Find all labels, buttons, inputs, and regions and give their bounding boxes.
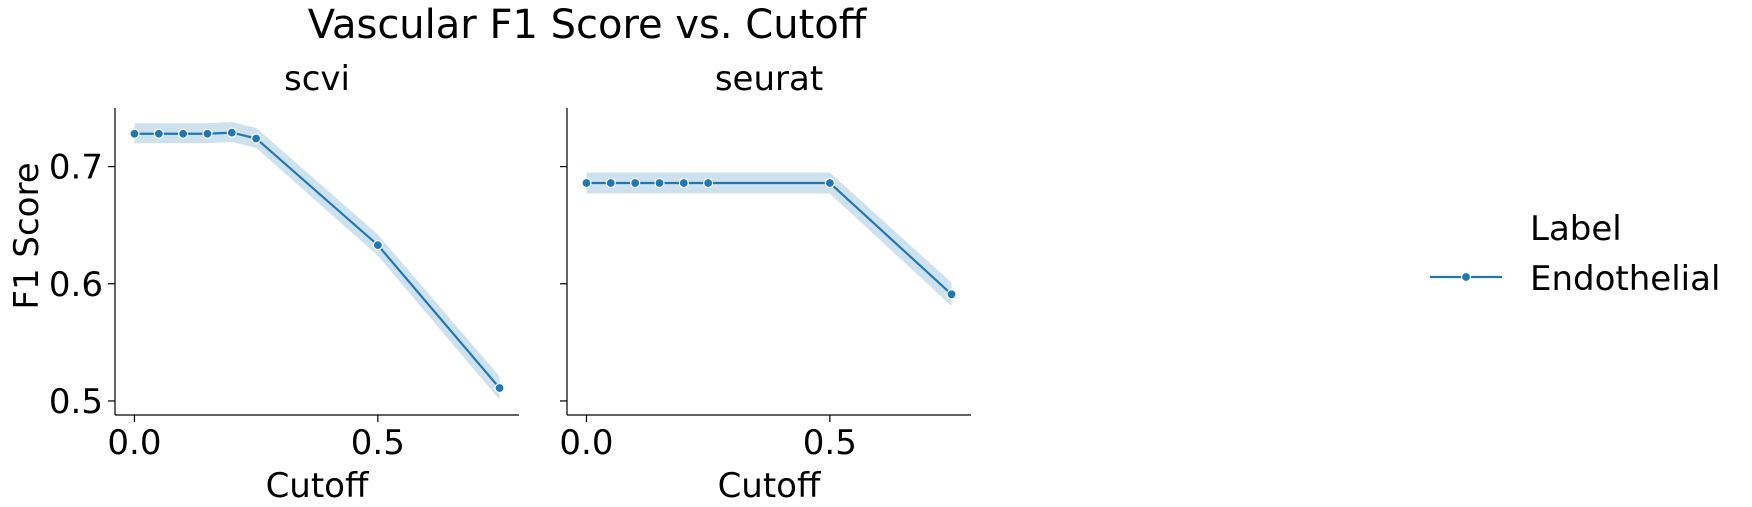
x-axis-label-scvi: Cutoff — [266, 466, 370, 506]
data-point-scvi — [202, 128, 213, 139]
series-line-scvi — [134, 131, 501, 389]
y-axis-label: F1 Score — [7, 162, 47, 309]
x-tick-label-scvi: 0.0 — [107, 423, 161, 463]
data-point-seurat — [678, 177, 689, 189]
data-point-scvi — [178, 128, 189, 139]
x-tick-label-seurat: 0.5 — [803, 423, 857, 463]
chart-title: Vascular F1 Score vs. Cutoff — [308, 2, 868, 48]
data-point-seurat — [824, 177, 835, 189]
data-point-seurat — [654, 177, 665, 189]
x-axis-label-seurat: Cutoff — [718, 466, 822, 506]
data-point-seurat — [581, 177, 592, 189]
data-point-scvi — [129, 128, 140, 139]
panel-scvi: scvi Cutoff 0.50.60.70.0 0.5 — [49, 59, 519, 506]
data-point-scvi — [494, 382, 505, 394]
data-point-seurat — [703, 177, 714, 189]
panel-title-seurat: seurat — [715, 59, 823, 99]
legend-marker-swatch — [1460, 271, 1472, 283]
y-tick-label: 0.7 — [49, 148, 103, 188]
x-tick-label-seurat: 0.0 — [559, 423, 613, 463]
data-point-seurat — [630, 177, 641, 189]
y-tick-label: 0.6 — [49, 265, 103, 305]
confidence-band-scvi — [134, 122, 500, 400]
panel-seurat: seurat Cutoff 0.0 0.5 — [559, 59, 971, 506]
legend-entry-endothelial: Endothelial — [1530, 259, 1720, 299]
y-tick-label: 0.5 — [49, 382, 103, 422]
confidence-band-seurat — [586, 172, 952, 307]
data-point-scvi — [372, 239, 383, 251]
panel-title-scvi: scvi — [284, 59, 350, 99]
legend: Label Endothelial — [1430, 209, 1720, 299]
data-point-scvi — [153, 128, 164, 139]
data-point-scvi — [251, 133, 262, 144]
data-point-seurat — [605, 177, 616, 189]
data-point-scvi — [226, 127, 237, 138]
data-point-seurat — [946, 289, 957, 300]
legend-title: Label — [1530, 209, 1622, 249]
x-tick-label-scvi: 0.5 — [351, 423, 405, 463]
